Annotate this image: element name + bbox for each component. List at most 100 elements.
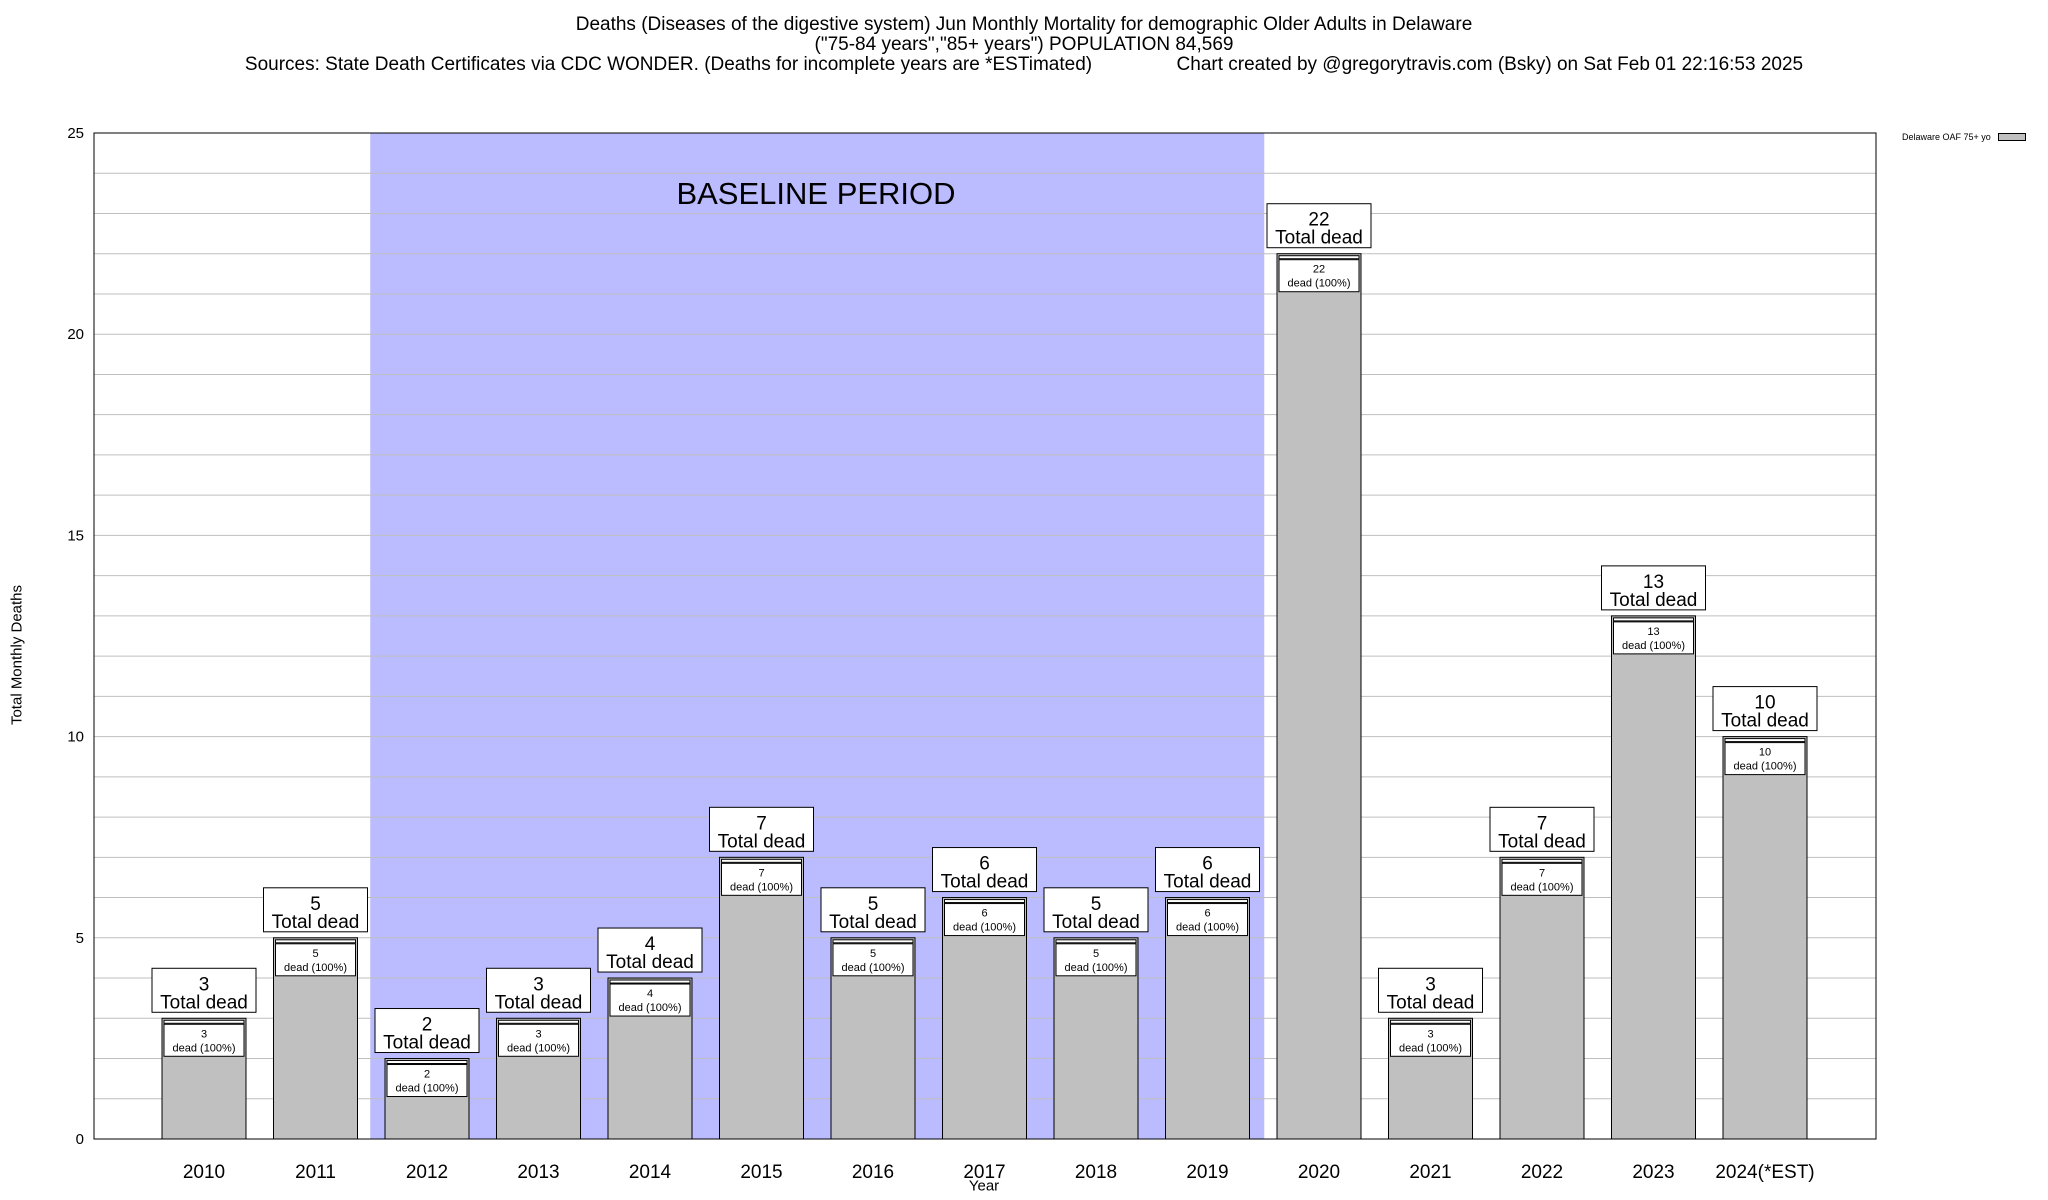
legend-label: Delaware OAF 75+ yo (1902, 131, 1991, 142)
total-label-box (486, 967, 591, 1013)
total-value-label: 7 (1537, 813, 1548, 834)
inner-percent-label: dead (100%) (507, 1042, 570, 1054)
bar (1165, 897, 1250, 1140)
total-dead-label: Total dead (1498, 831, 1586, 852)
inner-value-label: 10 (1759, 747, 1771, 759)
bar (1611, 615, 1696, 1140)
bar-segment-top (498, 1019, 579, 1024)
total-dead-label: Total dead (495, 992, 583, 1013)
inner-percent-label: dead (100%) (730, 881, 793, 893)
baseline-period-label: BASELINE PERIOD (676, 176, 956, 211)
total-value-label: 6 (979, 854, 990, 875)
inner-percent-label: dead (100%) (1622, 640, 1685, 652)
inner-label-box (832, 943, 914, 977)
inner-value-label: 5 (312, 948, 318, 960)
y-tick-label: 0 (76, 1131, 84, 1148)
bar-segment-top (386, 1060, 468, 1065)
bar-segment-top (1613, 617, 1694, 622)
x-tick-label: 2016 (852, 1162, 894, 1183)
total-dead-label: Total dead (941, 872, 1029, 893)
inner-label-box (163, 1023, 245, 1057)
total-value-label: 3 (199, 974, 210, 995)
total-label-box (1155, 847, 1260, 893)
inner-percent-label: dead (100%) (1734, 761, 1797, 773)
bar-segment-top (1501, 858, 1583, 863)
total-label-box (1712, 686, 1818, 732)
x-tick-label: 2012 (406, 1162, 448, 1183)
x-tick-label: 2014 (629, 1162, 672, 1183)
inner-value-label: 5 (870, 948, 876, 960)
legend-swatch (1997, 132, 2026, 141)
total-label-box (820, 887, 926, 933)
total-value-label: 7 (756, 813, 767, 834)
inner-label-box (1278, 259, 1360, 293)
total-dead-label: Total dead (1610, 590, 1698, 611)
inner-value-label: 6 (981, 908, 987, 920)
inner-value-label: 3 (201, 1028, 207, 1040)
total-label-box (932, 847, 1037, 893)
inner-label-box (1055, 943, 1137, 977)
total-label-box (1489, 806, 1595, 852)
total-dead-label: Total dead (1052, 912, 1140, 933)
x-tick-label: 2023 (1632, 1162, 1674, 1183)
total-dead-label: Total dead (1387, 992, 1475, 1013)
total-label-box (1601, 565, 1706, 611)
inner-value-label: 4 (647, 988, 653, 1000)
inner-value-label: 7 (1539, 867, 1545, 879)
total-dead-label: Total dead (829, 912, 917, 933)
inner-percent-label: dead (100%) (953, 922, 1016, 934)
total-value-label: 3 (533, 974, 544, 995)
inner-value-label: 2 (424, 1069, 430, 1081)
x-tick-label: 2024(*EST) (1715, 1162, 1814, 1183)
x-tick-label: 2021 (1409, 1162, 1451, 1183)
bar (1499, 856, 1585, 1140)
inner-value-label: 7 (758, 867, 764, 879)
x-tick-label: 2011 (295, 1162, 336, 1183)
inner-percent-label: dead (100%) (284, 962, 347, 974)
bar-segment-top (609, 979, 691, 984)
total-dead-label: Total dead (160, 992, 248, 1013)
inner-label-box (1390, 1023, 1471, 1057)
total-value-label: 13 (1643, 572, 1664, 593)
total-label-box (374, 1008, 480, 1054)
legend: Delaware OAF 75+ yo (1902, 131, 2026, 142)
total-value-label: 3 (1425, 974, 1436, 995)
x-tick-label: 2018 (1075, 1162, 1117, 1183)
inner-percent-label: dead (100%) (1288, 278, 1351, 290)
chart-title: Deaths (Diseases of the digestive system… (575, 14, 1473, 35)
inner-label-box (1167, 903, 1248, 937)
total-dead-label: Total dead (1721, 711, 1809, 732)
inner-percent-label: dead (100%) (173, 1042, 236, 1054)
bar-segment-top (721, 858, 802, 863)
total-dead-label: Total dead (606, 952, 694, 973)
inner-percent-label: dead (100%) (1399, 1042, 1462, 1054)
y-tick-label: 5 (76, 930, 84, 947)
total-dead-label: Total dead (272, 912, 360, 933)
y-axis-label: Total Monthly Deaths (8, 584, 26, 726)
total-value-label: 2 (422, 1015, 433, 1036)
inner-label-box (1613, 621, 1694, 655)
bar-segment-top (1390, 1019, 1471, 1024)
total-label-box (597, 927, 703, 973)
inner-label-box (386, 1064, 468, 1098)
chart-source-line: Sources: State Death Certificates via CD… (244, 54, 1804, 75)
inner-value-label: 3 (535, 1028, 541, 1040)
inner-percent-label: dead (100%) (1065, 962, 1128, 974)
x-axis-label: Year (968, 1177, 1000, 1195)
inner-value-label: 3 (1427, 1028, 1433, 1040)
bar-segment-top (275, 939, 356, 944)
inner-percent-label: dead (100%) (396, 1083, 459, 1095)
inner-value-label: 13 (1647, 626, 1659, 638)
bar-segment-top (163, 1019, 245, 1024)
inner-value-label: 5 (1093, 948, 1099, 960)
inner-label-box (275, 943, 356, 977)
inner-label-box (1724, 742, 1806, 776)
bar (942, 897, 1027, 1140)
bar-segment-top (944, 899, 1025, 904)
y-tick-label: 10 (67, 729, 84, 746)
total-dead-label: Total dead (1164, 872, 1252, 893)
bar (719, 856, 804, 1140)
total-value-label: 5 (868, 894, 879, 915)
x-tick-label: 2015 (740, 1162, 782, 1183)
